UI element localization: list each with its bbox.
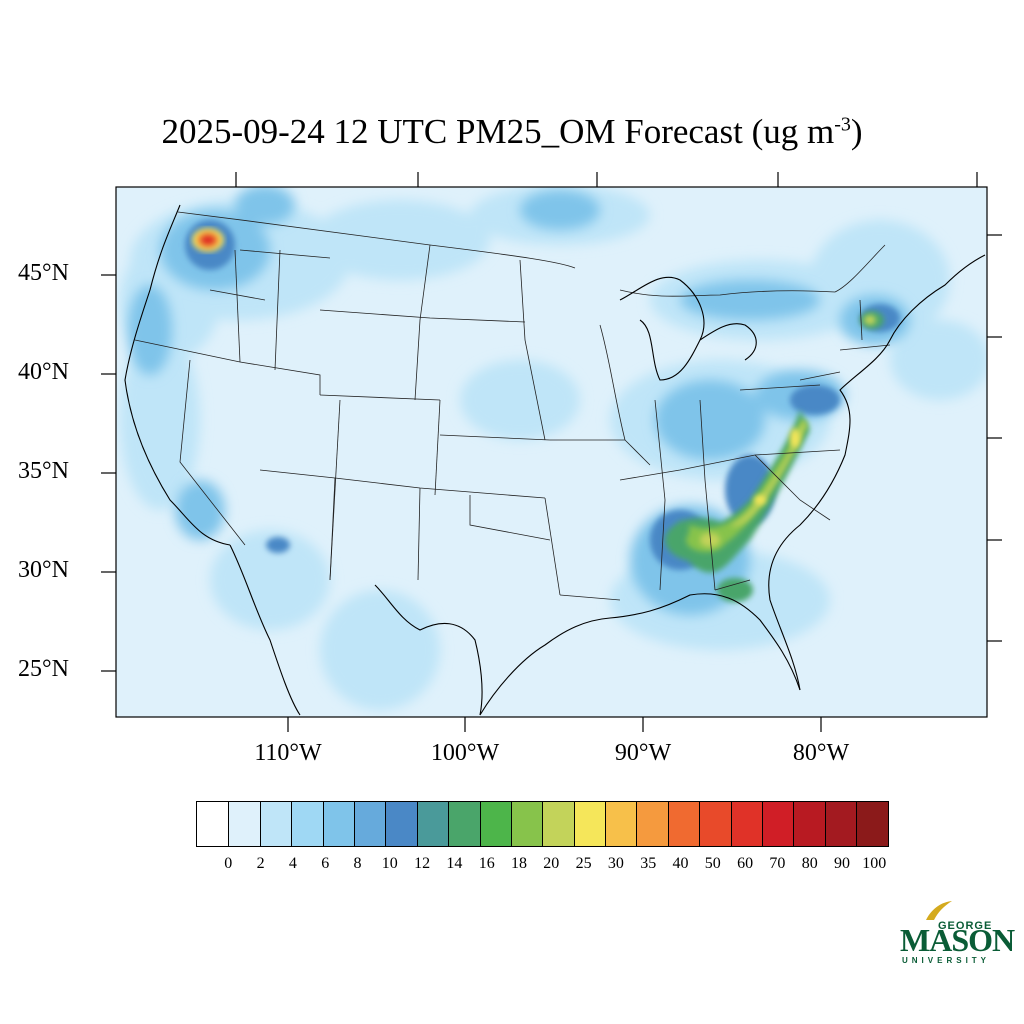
colorbar-label: 90: [834, 855, 850, 872]
top-ticks: [235, 172, 978, 187]
left-ticks: [101, 274, 116, 672]
gmu-logo: GEORGE MASON UNIVERSITY: [898, 900, 1015, 970]
colorbar-box: [385, 802, 417, 846]
colorbar-label: 70: [769, 855, 786, 872]
lat-label-35n: 35°N: [18, 458, 69, 484]
colorbar-box: [322, 802, 354, 846]
colorbar-box: [856, 802, 888, 846]
title-close: ): [850, 112, 863, 151]
state-boundaries: [134, 211, 891, 601]
logo-george: GEORGE: [938, 920, 993, 932]
colorbar-box: [605, 802, 637, 846]
colorbar-label: 14: [446, 855, 463, 872]
logo-university: UNIVERSITY: [902, 956, 991, 965]
lat-label-25n: 25°N: [18, 656, 69, 682]
colorbar-box: [636, 802, 668, 846]
lon-label-80w: 80°W: [792, 740, 850, 766]
concentration-field: [120, 187, 987, 710]
colorbar-label: 2: [256, 855, 265, 872]
colorbar-label: 25: [575, 855, 592, 872]
colorbar-box: [730, 802, 763, 846]
colorbar-box: [448, 802, 480, 846]
colorbar-box: [542, 802, 574, 846]
colorbar-box: [353, 802, 386, 846]
colorbar-label: 6: [321, 855, 330, 872]
colorbar-box: [291, 802, 323, 846]
colorbar-label: 18: [511, 855, 527, 872]
lon-label-90w: 90°W: [614, 740, 672, 766]
colorbar-box: [667, 802, 700, 846]
colorbar: [196, 801, 889, 847]
colorbar-box: [416, 802, 449, 846]
colorbar-box: [197, 802, 229, 846]
colorbar-box: [793, 802, 825, 846]
colorbar-box: [699, 802, 731, 846]
colorbar-label: 12: [414, 855, 431, 872]
lat-label-45n: 45°N: [18, 260, 69, 286]
colorbar-label: 40: [672, 855, 689, 872]
colorbar-label: 10: [381, 855, 398, 872]
lat-label-30n: 30°N: [18, 557, 69, 583]
bottom-ticks: [287, 717, 822, 732]
logo-swoosh-icon: [926, 901, 952, 920]
map-frame: [115, 186, 988, 718]
colorbar-box: [259, 802, 292, 846]
lat-label-40n: 40°N: [18, 359, 69, 385]
colorbar-label: 8: [353, 855, 362, 872]
colorbar-box: [824, 802, 857, 846]
title-exponent: -3: [834, 113, 851, 136]
lon-label-110w: 110°W: [254, 740, 322, 766]
logo-mason: MASON: [900, 922, 1015, 958]
colorbar-label: 20: [543, 855, 560, 872]
colorbar-label: 30: [607, 855, 624, 872]
colorbar-label: 50: [704, 855, 721, 872]
colorbar-label: 80: [801, 855, 818, 872]
colorbar-box: [510, 802, 543, 846]
colorbar-label: 35: [640, 855, 657, 872]
map-title: 2025-09-24 12 UTC PM25_OM Forecast (ug m…: [0, 112, 1024, 152]
lon-label-100w: 100°W: [430, 740, 500, 766]
colorbar-label: 4: [288, 855, 297, 872]
coastline: [124, 204, 986, 716]
colorbar-label: 0: [224, 855, 233, 872]
colorbar-box: [479, 802, 511, 846]
colorbar-label: 60: [737, 855, 754, 872]
colorbar-label: 100: [862, 855, 887, 872]
colorbar-box: [228, 802, 260, 846]
colorbar-box: [762, 802, 794, 846]
right-ticks: [987, 234, 1002, 642]
colorbar-label: 16: [478, 855, 495, 872]
colorbar-box: [573, 802, 606, 846]
title-text: 2025-09-24 12 UTC PM25_OM Forecast (ug m: [161, 112, 835, 151]
